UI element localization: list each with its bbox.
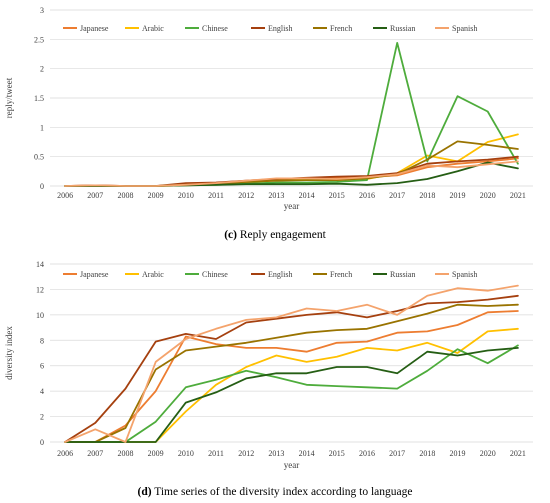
legend-label-spanish: Spanish: [452, 270, 477, 279]
y-tick-label: 2: [40, 413, 44, 422]
series-line-english: [64, 294, 519, 443]
caption-label: (d): [138, 486, 152, 498]
y-tick-label: 8: [40, 336, 44, 345]
series-line-spanish: [64, 284, 519, 443]
x-tick-label: 2018: [419, 449, 435, 458]
legend-label-chinese: Chinese: [202, 24, 228, 33]
x-tick-label: 2020: [480, 449, 496, 458]
y-tick-label: 12: [36, 285, 44, 294]
x-tick-label: 2013: [268, 191, 284, 200]
y-tick-label: 0: [40, 438, 44, 447]
diversity-index-chart: 0 2 4 6 8 10 12 14 2006 2007 2008 2009 2010 2011 2012 2…: [4, 260, 533, 498]
y-tick-label: 6: [40, 362, 44, 371]
legend-label-russian: Russian: [390, 24, 415, 33]
y-axis-title: diversity index: [4, 326, 14, 380]
legend-label-russian: Russian: [390, 270, 415, 279]
y-tick-label: 2.5: [34, 35, 44, 44]
x-tick-label: 2012: [238, 449, 254, 458]
legend-label-english: English: [268, 24, 292, 33]
caption-text: Time series of the diversity index accor…: [152, 486, 413, 498]
x-tick-label: 2011: [208, 191, 224, 200]
x-axis-title: year: [284, 201, 300, 211]
x-tick-label: 2013: [268, 449, 284, 458]
x-tick-label: 2016: [359, 449, 375, 458]
y-tick-label: 14: [36, 260, 44, 269]
legend-label-spanish: Spanish: [452, 24, 477, 33]
legend-label-japanese: Japanese: [80, 24, 109, 33]
x-tick-label: 2020: [480, 191, 496, 200]
x-axis-title: year: [284, 460, 300, 470]
y-tick-label: 1: [40, 123, 44, 132]
x-tick-label: 2008: [117, 449, 133, 458]
y-tick-label: 3: [40, 6, 44, 15]
x-tick-label: 2010: [178, 449, 194, 458]
x-tick-label: 2015: [329, 449, 345, 458]
y-tick-label: 0: [40, 182, 44, 191]
reply-engagement-chart: 0 0.5 1 1.5 2 2.5 3 2006 2007 2008 2009 2010 2011 201…: [4, 6, 533, 241]
y-axis-title: reply/tweet: [4, 77, 14, 118]
x-tick-label: 2019: [450, 449, 466, 458]
x-tick-label: 2009: [148, 449, 164, 458]
x-tick-label: 2017: [389, 191, 405, 200]
series-line-japanese: [64, 310, 519, 443]
series-line-spanish: [64, 160, 519, 187]
x-tick-label: 2007: [87, 191, 103, 200]
x-tick-label: 2018: [419, 191, 435, 200]
x-tick-label: 2006: [57, 191, 73, 200]
y-tick-label: 0.5: [34, 153, 44, 162]
x-tick-label: 2016: [359, 191, 375, 200]
legend-label-french: French: [330, 270, 352, 279]
y-tick-label: 1.5: [34, 94, 44, 103]
series-line-french: [64, 303, 519, 443]
x-tick-label: 2006: [57, 449, 73, 458]
legend-label-arabic: Arabic: [142, 270, 164, 279]
x-tick-label: 2014: [299, 191, 315, 200]
series-line-arabic: [64, 327, 519, 443]
x-tick-label: 2008: [117, 191, 133, 200]
series-line-chinese: [64, 344, 519, 443]
caption-text: Reply engagement: [237, 229, 327, 241]
caption-label: (c): [224, 229, 237, 241]
x-tick-label: 2019: [450, 191, 466, 200]
x-tick-label: 2015: [329, 191, 345, 200]
x-tick-label: 2009: [148, 191, 164, 200]
legend-label-arabic: Arabic: [142, 24, 164, 33]
x-tick-label: 2012: [238, 191, 254, 200]
x-tick-label: 2021: [510, 449, 526, 458]
figure-caption: (c) Reply engagement: [224, 229, 326, 241]
legend-label-english: English: [268, 270, 292, 279]
y-tick-label: 10: [36, 311, 44, 320]
x-tick-label: 2014: [299, 449, 315, 458]
y-tick-label: 4: [40, 387, 44, 396]
x-tick-label: 2021: [510, 191, 526, 200]
legend-label-chinese: Chinese: [202, 270, 228, 279]
x-tick-label: 2017: [389, 449, 405, 458]
legend-label-french: French: [330, 24, 352, 33]
x-tick-label: 2010: [178, 191, 194, 200]
series-line-russian: [64, 346, 519, 443]
figure-caption: (d) Time series of the diversity index a…: [138, 486, 413, 498]
y-tick-label: 2: [40, 65, 44, 74]
x-tick-label: 2011: [208, 449, 224, 458]
x-tick-label: 2007: [87, 449, 103, 458]
legend-label-japanese: Japanese: [80, 270, 109, 279]
